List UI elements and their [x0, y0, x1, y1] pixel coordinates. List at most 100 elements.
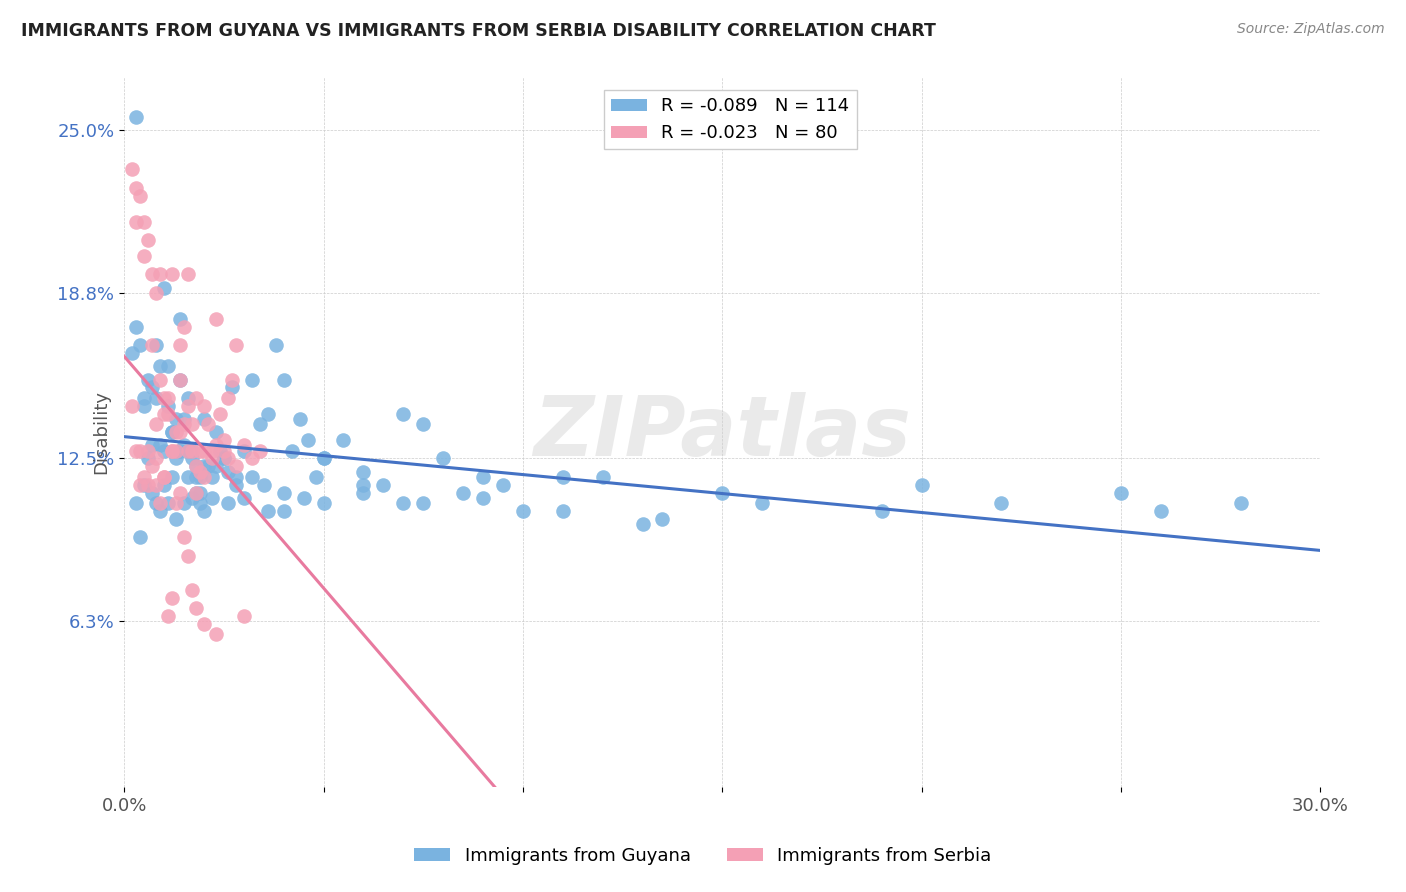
- Point: [205, 425, 228, 439]
- Point: [145, 477, 167, 491]
- Point: [165, 512, 187, 526]
- Point: [136, 443, 159, 458]
- Point: [156, 407, 179, 421]
- Point: [451, 485, 474, 500]
- Point: [129, 338, 152, 352]
- Point: [592, 470, 614, 484]
- Point: [240, 373, 263, 387]
- Point: [492, 477, 515, 491]
- Point: [165, 425, 187, 439]
- Point: [304, 470, 326, 484]
- Point: [225, 459, 247, 474]
- Y-axis label: Disability: Disability: [93, 390, 110, 475]
- Point: [132, 215, 155, 229]
- Legend: R = -0.089   N = 114, R = -0.023   N = 80: R = -0.089 N = 114, R = -0.023 N = 80: [603, 90, 856, 150]
- Point: [208, 443, 231, 458]
- Point: [232, 438, 254, 452]
- Point: [132, 391, 155, 405]
- Point: [125, 215, 148, 229]
- Point: [990, 496, 1012, 510]
- Text: ZIPatlas: ZIPatlas: [533, 392, 911, 473]
- Point: [165, 412, 187, 426]
- Point: [201, 470, 224, 484]
- Point: [217, 451, 239, 466]
- Point: [141, 438, 163, 452]
- Point: [181, 491, 204, 505]
- Point: [173, 530, 195, 544]
- Point: [711, 485, 734, 500]
- Point: [141, 338, 163, 352]
- Point: [273, 504, 295, 518]
- Point: [217, 391, 239, 405]
- Point: [132, 399, 155, 413]
- Point: [551, 504, 574, 518]
- Point: [181, 582, 204, 597]
- Point: [141, 380, 163, 394]
- Point: [193, 504, 215, 518]
- Point: [373, 477, 395, 491]
- Point: [145, 285, 167, 300]
- Point: [156, 391, 179, 405]
- Point: [125, 320, 148, 334]
- Point: [201, 451, 224, 466]
- Point: [181, 443, 204, 458]
- Point: [153, 443, 176, 458]
- Point: [193, 443, 215, 458]
- Point: [177, 470, 200, 484]
- Point: [169, 373, 191, 387]
- Point: [177, 399, 200, 413]
- Point: [153, 470, 176, 484]
- Point: [280, 443, 302, 458]
- Point: [253, 477, 276, 491]
- Point: [177, 443, 200, 458]
- Point: [188, 496, 211, 510]
- Legend: Immigrants from Guyana, Immigrants from Serbia: Immigrants from Guyana, Immigrants from …: [408, 840, 998, 872]
- Point: [292, 491, 315, 505]
- Point: [141, 459, 163, 474]
- Point: [160, 425, 183, 439]
- Point: [184, 485, 207, 500]
- Point: [240, 451, 263, 466]
- Point: [177, 268, 200, 282]
- Point: [264, 338, 287, 352]
- Point: [145, 451, 167, 466]
- Point: [651, 512, 673, 526]
- Point: [392, 496, 415, 510]
- Point: [197, 459, 219, 474]
- Point: [141, 268, 163, 282]
- Point: [160, 268, 183, 282]
- Point: [153, 470, 176, 484]
- Point: [145, 391, 167, 405]
- Point: [132, 477, 155, 491]
- Point: [432, 451, 454, 466]
- Point: [188, 465, 211, 479]
- Point: [352, 465, 374, 479]
- Point: [153, 280, 176, 294]
- Point: [249, 417, 271, 432]
- Point: [412, 417, 434, 432]
- Point: [156, 496, 179, 510]
- Point: [193, 459, 215, 474]
- Point: [193, 412, 215, 426]
- Point: [232, 609, 254, 624]
- Point: [472, 470, 495, 484]
- Point: [173, 417, 195, 432]
- Point: [169, 485, 191, 500]
- Point: [240, 470, 263, 484]
- Point: [197, 417, 219, 432]
- Point: [911, 477, 934, 491]
- Point: [352, 477, 374, 491]
- Point: [145, 496, 167, 510]
- Point: [160, 591, 183, 605]
- Point: [472, 491, 495, 505]
- Point: [129, 188, 152, 202]
- Point: [132, 470, 155, 484]
- Point: [184, 391, 207, 405]
- Point: [208, 407, 231, 421]
- Point: [145, 417, 167, 432]
- Point: [125, 443, 148, 458]
- Point: [412, 496, 434, 510]
- Point: [256, 504, 278, 518]
- Point: [173, 438, 195, 452]
- Point: [870, 504, 893, 518]
